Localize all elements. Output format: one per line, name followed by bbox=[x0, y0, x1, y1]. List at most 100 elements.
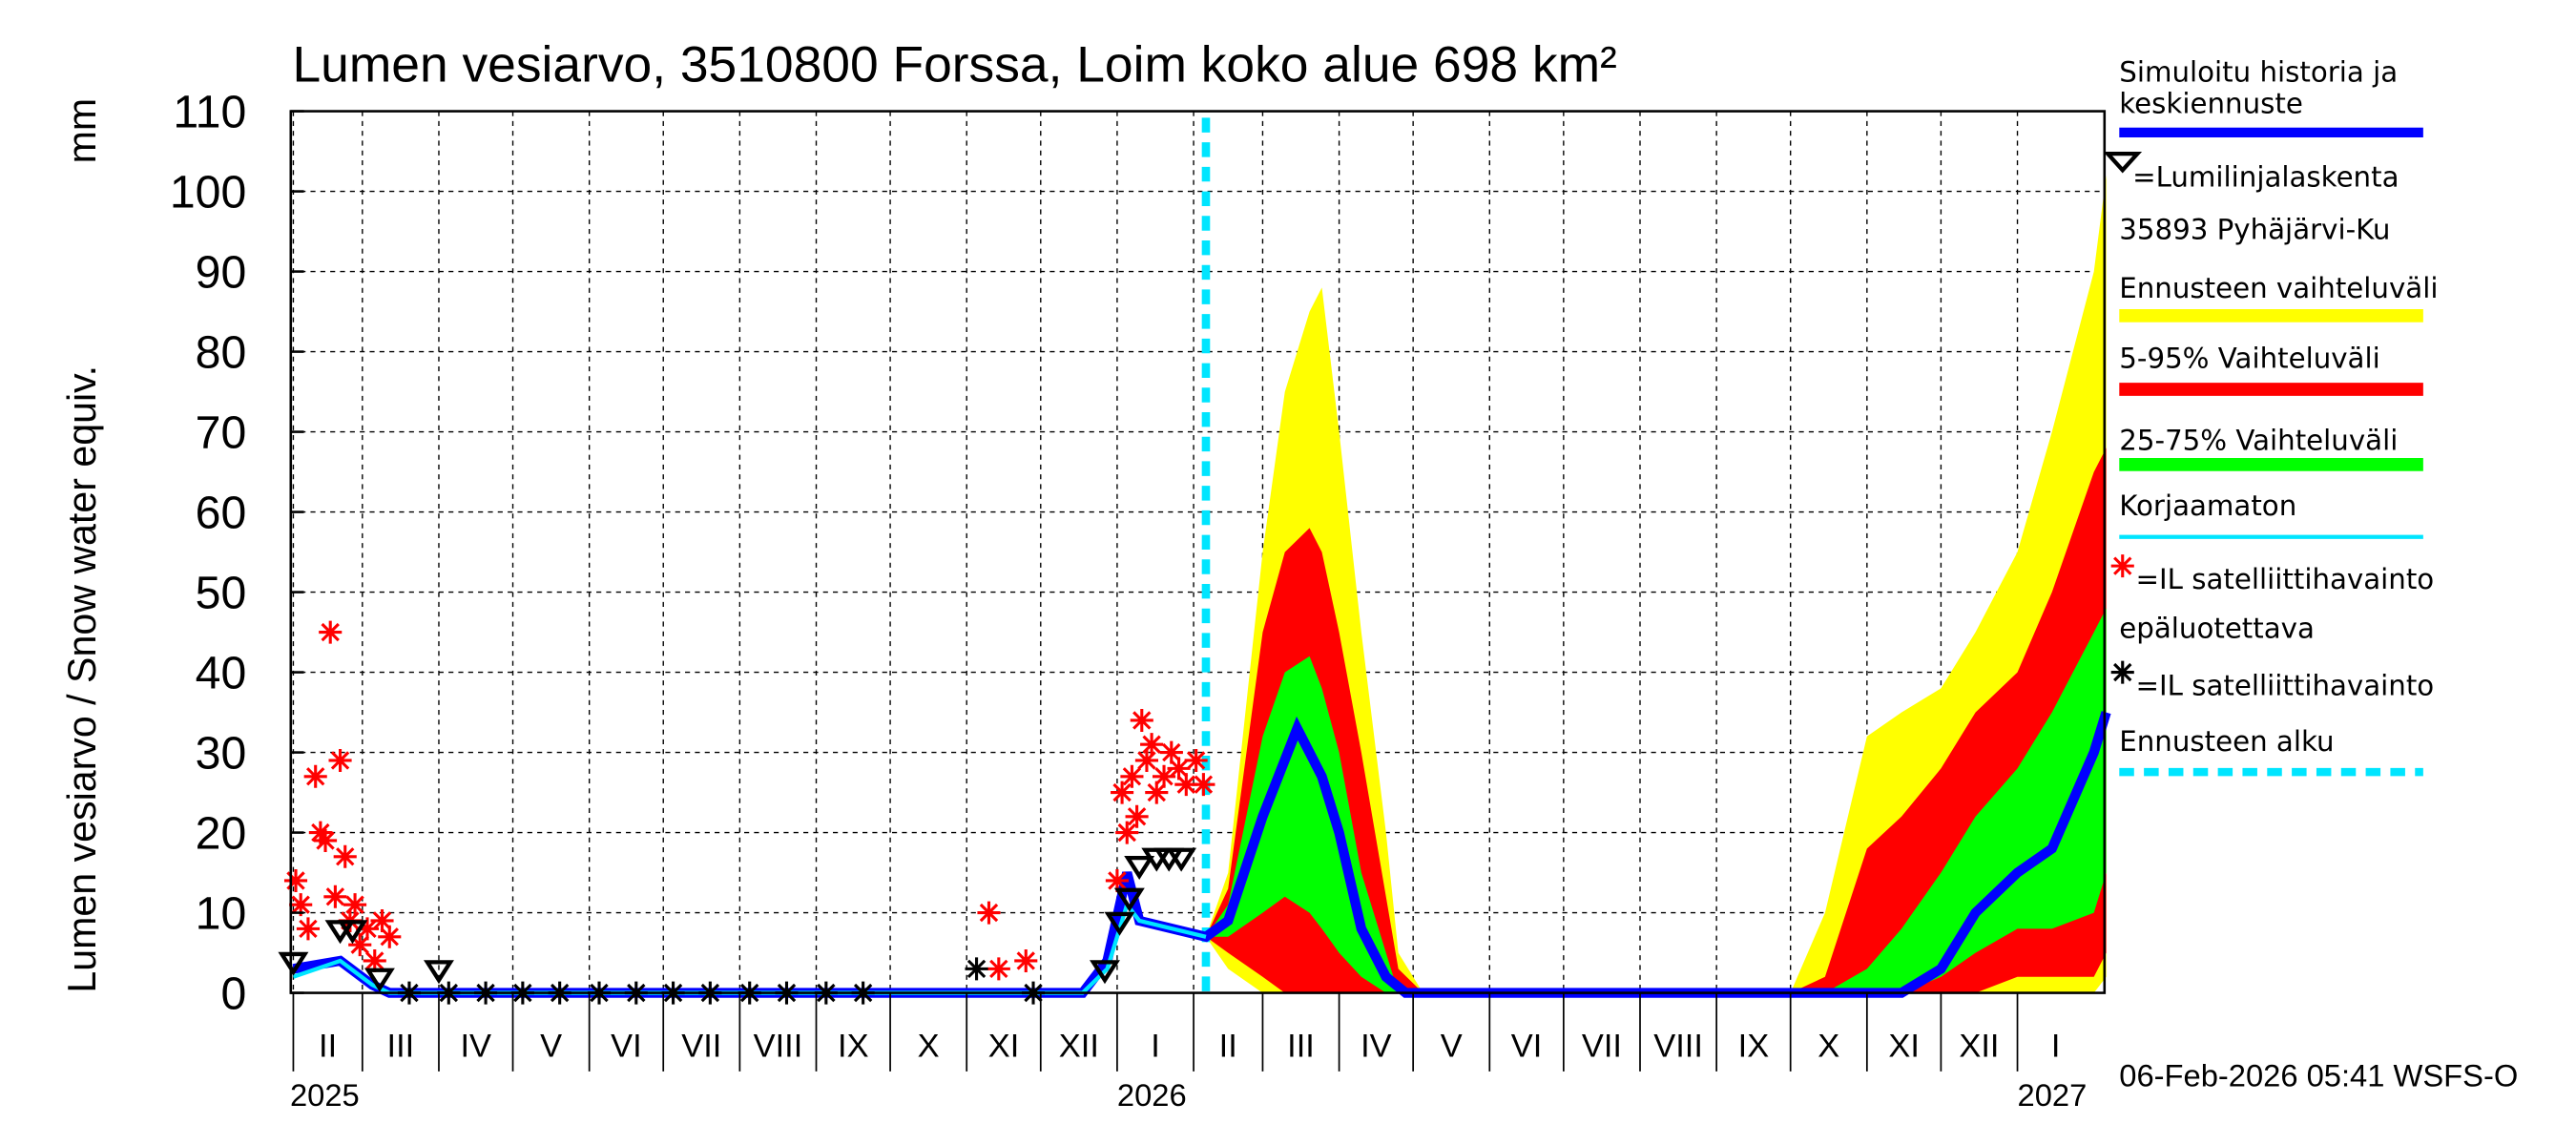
y-tick-label: 10 bbox=[196, 888, 247, 940]
month-label: X bbox=[1818, 1028, 1839, 1064]
y-tick-label: 70 bbox=[196, 407, 247, 459]
legend-p25-75-label: 25-75% Vaihteluväli bbox=[2119, 424, 2398, 456]
sat-unreliable-marker bbox=[343, 893, 367, 917]
snow-course-marker bbox=[337, 920, 368, 945]
y-tick-label: 90 bbox=[196, 247, 247, 299]
sat-unreliable-marker bbox=[333, 844, 357, 868]
sat-unreliable-marker bbox=[1167, 757, 1191, 781]
sat-unreliable-marker bbox=[1174, 773, 1198, 797]
month-label: VI bbox=[611, 1028, 642, 1064]
sat-unreliable-marker bbox=[378, 925, 402, 948]
legend-range-swatch bbox=[2119, 309, 2423, 323]
legend-uncorrected-label: Korjaamaton bbox=[2119, 489, 2296, 522]
uncorrected-line bbox=[292, 900, 1207, 995]
y-tick-label: 60 bbox=[196, 488, 247, 539]
legend-forecast-start-label: Ennusteen alku bbox=[2119, 725, 2334, 758]
legend-p5-95-label: 5-95% Vaihteluväli bbox=[2119, 343, 2379, 375]
sat-unreliable-marker bbox=[313, 828, 338, 852]
snow-course-marker bbox=[423, 960, 454, 985]
y-tick-label: 0 bbox=[220, 968, 246, 1020]
legend-snow-course-label: =Lumilinjalaskenta bbox=[2132, 160, 2399, 193]
series-lines bbox=[292, 117, 2111, 998]
month-label: II bbox=[319, 1028, 337, 1064]
month-label: II bbox=[1219, 1028, 1237, 1064]
range-band bbox=[1205, 175, 2107, 993]
month-label: VIII bbox=[754, 1028, 803, 1064]
snow-course-marker bbox=[1124, 856, 1155, 880]
sat-unreliable-marker bbox=[289, 893, 313, 917]
sat-unreliable-marker bbox=[1120, 764, 1144, 788]
sat-unreliable-marker bbox=[1105, 868, 1129, 892]
legend-p5-95-swatch bbox=[2119, 383, 2423, 396]
sat-unreliable-marker bbox=[1145, 781, 1169, 804]
sat-unreliable-marker bbox=[296, 917, 321, 941]
year-label: 2025 bbox=[290, 1077, 360, 1113]
snow-course-marker bbox=[364, 968, 395, 992]
month-label: III bbox=[1287, 1028, 1315, 1064]
legend-p25-75-swatch bbox=[2119, 458, 2423, 471]
snow-course-marker bbox=[1090, 960, 1120, 985]
legend-station-label: 35893 Pyhäjärvi-Ku bbox=[2119, 213, 2390, 245]
sat-unreliable-marker bbox=[1014, 948, 1038, 972]
month-label: IX bbox=[1738, 1028, 1770, 1064]
y-tick-label: 40 bbox=[196, 648, 247, 699]
legend: Simuloitu historia ja keskiennuste =Lumi… bbox=[2103, 56, 2438, 777]
forecast-bands bbox=[1205, 175, 2107, 993]
sat-unreliable-marker bbox=[1125, 804, 1149, 828]
month-label: VI bbox=[1511, 1028, 1543, 1064]
sat-unreliable-marker bbox=[323, 885, 347, 908]
chart-title: Lumen vesiarvo, 3510800 Forssa, Loim kok… bbox=[293, 37, 1617, 94]
month-label: I bbox=[2051, 1028, 2061, 1064]
month-label: V bbox=[540, 1028, 562, 1064]
y-axis-label: Lumen vesiarvo / Snow water equiv. bbox=[60, 365, 104, 993]
y-tick-label: 50 bbox=[196, 568, 247, 619]
month-label: III bbox=[387, 1028, 415, 1064]
sat-unreliable-marker bbox=[1159, 740, 1183, 764]
month-label: X bbox=[918, 1028, 940, 1064]
sat-unreliable-marker bbox=[1130, 708, 1153, 732]
year-label: 2027 bbox=[2018, 1077, 2088, 1113]
sat-unreliable-marker bbox=[1140, 733, 1164, 757]
sat-unreliable-marker bbox=[348, 933, 372, 957]
legend-sat-unreliable-label-2: epäluotettava bbox=[2119, 613, 2315, 645]
month-label: XII bbox=[1959, 1028, 1999, 1064]
month-label: IV bbox=[460, 1028, 491, 1064]
sat-unreliable-marker bbox=[1184, 748, 1208, 772]
sat-unreliable-marker bbox=[370, 908, 394, 932]
sat-marker bbox=[965, 957, 988, 981]
sat-unreliable-marker bbox=[283, 868, 308, 892]
sat-unreliable-marker bbox=[1115, 821, 1139, 844]
snow-course-marker bbox=[1104, 911, 1135, 936]
legend-sat-unreliable-label: =IL satelliittihavainto bbox=[2136, 563, 2435, 595]
month-label: IV bbox=[1361, 1028, 1392, 1064]
sat-unreliable-marker bbox=[308, 821, 332, 844]
plot-frame bbox=[289, 110, 2107, 994]
month-label: XII bbox=[1059, 1028, 1099, 1064]
y-tick-label: 30 bbox=[196, 728, 247, 780]
sat-unreliable-marker bbox=[355, 917, 380, 941]
sat-unreliable-marker bbox=[977, 901, 1001, 925]
legend-median-label: Simuloitu historia ja bbox=[2119, 56, 2398, 89]
snow-course-marker bbox=[1113, 887, 1145, 912]
year-label: 2026 bbox=[1117, 1077, 1187, 1113]
sat-unreliable-marker bbox=[1192, 773, 1215, 797]
p5-95-band bbox=[1205, 448, 2107, 993]
y-tick-label: 20 bbox=[196, 808, 247, 860]
sat-unreliable-marker bbox=[1134, 748, 1158, 772]
month-label: XI bbox=[1888, 1028, 1920, 1064]
legend-sat-label: =IL satelliittihavainto bbox=[2136, 670, 2435, 702]
month-label: VII bbox=[681, 1028, 721, 1064]
sat-unreliable-marker bbox=[319, 620, 343, 644]
month-label: VII bbox=[1582, 1028, 1622, 1064]
legend-red-asterisk-icon bbox=[2110, 554, 2134, 578]
timestamp: 06-Feb-2026 05:41 WSFS-O bbox=[2119, 1057, 2518, 1093]
y-axis-unit: mm bbox=[60, 98, 104, 164]
sat-unreliable-marker bbox=[987, 957, 1010, 981]
legend-median-label-2: keskiennuste bbox=[2119, 87, 2303, 119]
sat-unreliable-marker bbox=[1111, 781, 1134, 804]
month-label: IX bbox=[838, 1028, 869, 1064]
legend-uncorrected-swatch bbox=[2119, 534, 2423, 539]
legend-range-label: Ennusteen vaihteluväli bbox=[2119, 272, 2438, 304]
